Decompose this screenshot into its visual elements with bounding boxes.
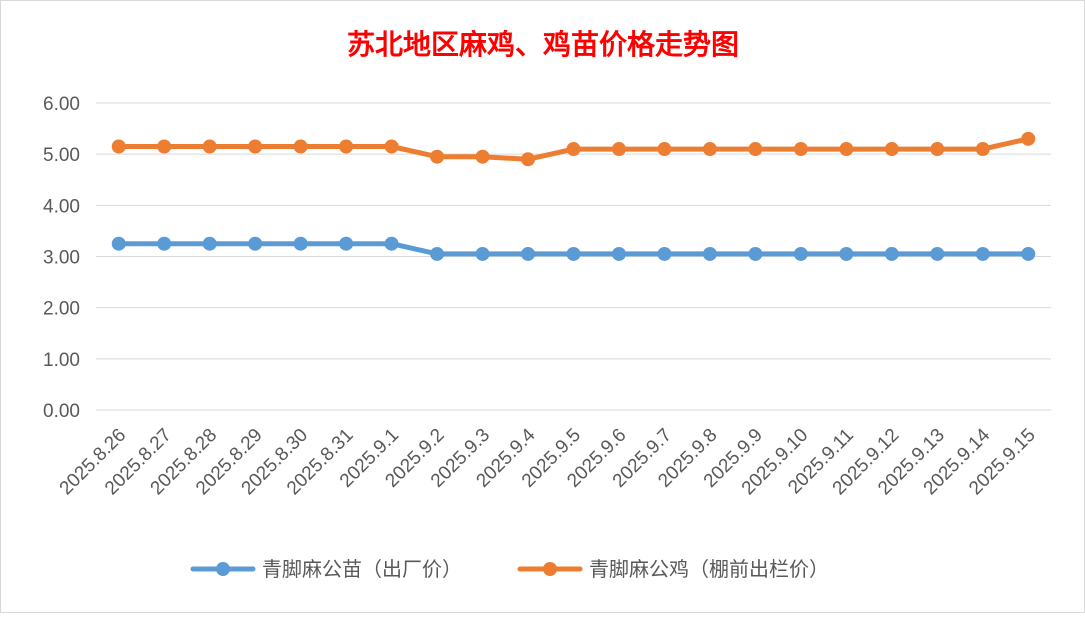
data-point[interactable] — [930, 142, 945, 157]
y-axis-ticks: 0.00 1.00 2.00 3.00 4.00 5.00 6.00 — [43, 94, 80, 422]
data-point[interactable] — [430, 149, 445, 164]
data-point[interactable] — [521, 246, 536, 261]
legend-swatch-marker-seedling — [216, 562, 230, 576]
data-point[interactable] — [702, 142, 717, 157]
y-tick-label: 5.00 — [43, 145, 80, 166]
data-point[interactable] — [475, 246, 490, 261]
legend-swatch-marker-rooster — [543, 562, 557, 576]
data-point[interactable] — [884, 246, 899, 261]
data-point[interactable] — [384, 236, 399, 251]
legend-item-seedling[interactable]: 青脚麻公苗（出厂价） — [190, 557, 462, 581]
data-point[interactable] — [339, 236, 354, 251]
legend: 青脚麻公苗（出厂价） 青脚麻公鸡（棚前出栏价） — [190, 557, 829, 581]
data-point[interactable] — [748, 142, 763, 157]
data-point[interactable] — [930, 246, 945, 261]
data-point[interactable] — [611, 142, 626, 157]
legend-label-rooster: 青脚麻公鸡（棚前出栏价） — [589, 557, 829, 581]
y-tick-label: 4.00 — [43, 196, 80, 217]
data-point[interactable] — [975, 142, 990, 157]
data-point[interactable] — [157, 139, 172, 154]
data-point[interactable] — [339, 139, 354, 154]
data-point[interactable] — [748, 246, 763, 261]
legend-label-seedling: 青脚麻公苗（出厂价） — [262, 557, 462, 581]
data-point[interactable] — [839, 142, 854, 157]
data-point[interactable] — [793, 246, 808, 261]
data-point[interactable] — [157, 236, 172, 251]
data-point[interactable] — [430, 246, 445, 261]
data-point[interactable] — [657, 142, 672, 157]
series-0 — [111, 236, 1036, 261]
data-point[interactable] — [111, 139, 126, 154]
y-tick-label: 6.00 — [43, 94, 80, 115]
series-1 — [111, 131, 1036, 167]
data-point[interactable] — [293, 236, 308, 251]
data-point[interactable] — [1021, 246, 1036, 261]
data-point[interactable] — [111, 236, 126, 251]
y-tick-label: 1.00 — [43, 350, 80, 371]
data-point[interactable] — [884, 142, 899, 157]
y-tick-label: 3.00 — [43, 248, 80, 269]
data-point[interactable] — [566, 246, 581, 261]
data-point[interactable] — [293, 139, 308, 154]
data-point[interactable] — [202, 139, 217, 154]
data-point[interactable] — [793, 142, 808, 157]
data-point[interactable] — [1021, 131, 1036, 146]
data-point[interactable] — [611, 246, 626, 261]
data-point[interactable] — [384, 139, 399, 154]
data-point[interactable] — [566, 142, 581, 157]
series-layer — [111, 131, 1036, 261]
data-point[interactable] — [475, 149, 490, 164]
y-tick-label: 2.00 — [43, 299, 80, 320]
data-point[interactable] — [202, 236, 217, 251]
data-point[interactable] — [248, 139, 263, 154]
data-point[interactable] — [975, 246, 990, 261]
data-point[interactable] — [702, 246, 717, 261]
data-point[interactable] — [839, 246, 854, 261]
data-point[interactable] — [248, 236, 263, 251]
chart-title: 苏北地区麻鸡、鸡苗价格走势图 — [347, 28, 739, 61]
data-point[interactable] — [521, 152, 536, 167]
y-tick-label: 0.00 — [43, 401, 80, 422]
legend-item-rooster[interactable]: 青脚麻公鸡（棚前出栏价） — [517, 557, 829, 581]
data-point[interactable] — [657, 246, 672, 261]
